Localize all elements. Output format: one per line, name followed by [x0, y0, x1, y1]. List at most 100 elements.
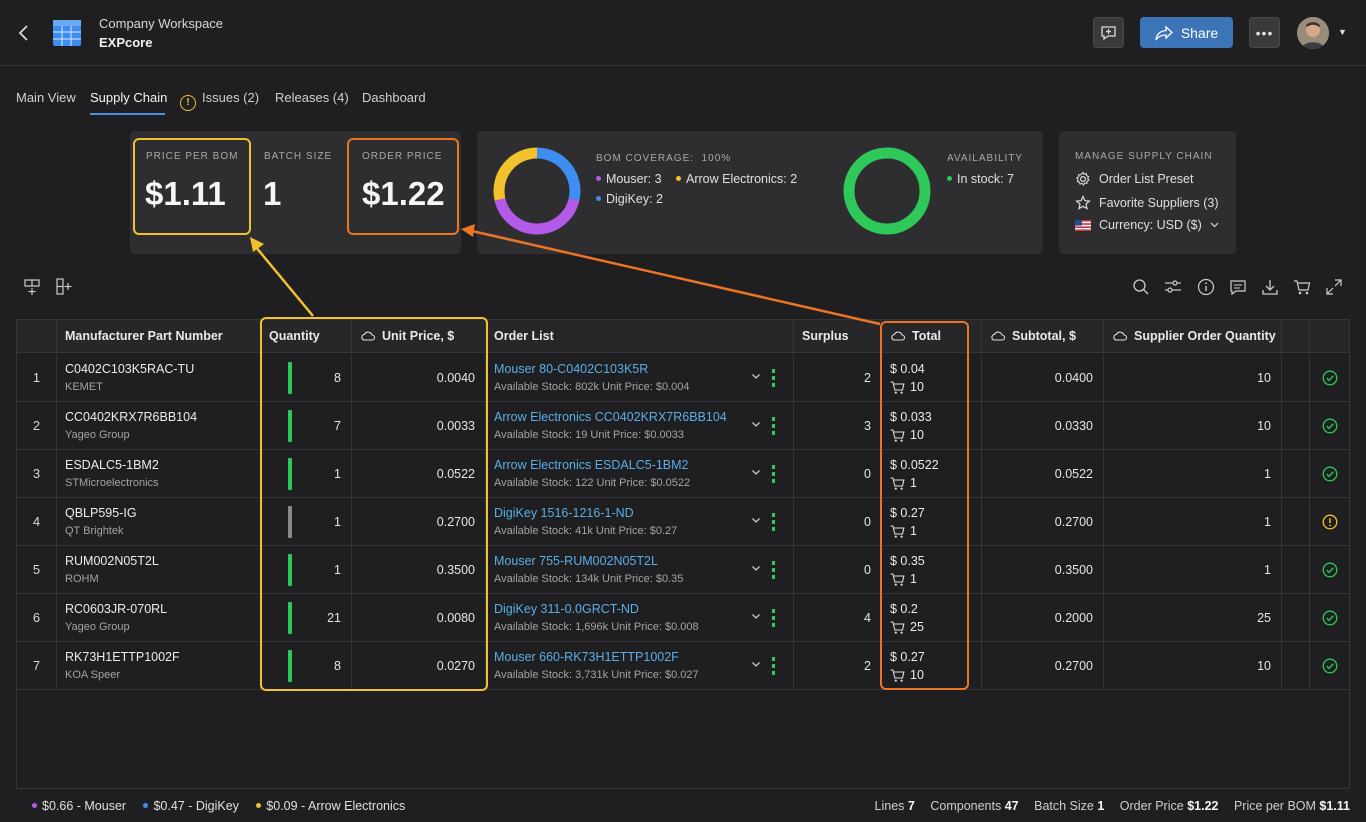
row-number[interactable]: 6 — [17, 594, 57, 641]
order-list-cell[interactable]: Mouser 755-RUM002N05T2L Available Stock: … — [486, 546, 794, 593]
order-list-cell[interactable]: Mouser 660-RK73H1ETTP1002F Available Stoc… — [486, 642, 794, 689]
tab-issues[interactable]: ! Issues (2) — [180, 90, 259, 111]
chevron-down-icon[interactable] — [751, 467, 761, 477]
supplier-options-kebab-icon[interactable] — [772, 465, 775, 483]
check-circle-icon[interactable] — [1322, 658, 1338, 674]
unit-price-cell[interactable]: 0.0080 — [352, 594, 486, 641]
total-cell[interactable]: $ 0.27 1 — [882, 498, 982, 545]
batch-size-value[interactable]: 1 — [263, 175, 282, 212]
quantity-cell[interactable]: 8 — [261, 354, 352, 401]
insert-column-icon[interactable] — [55, 278, 73, 296]
info-icon[interactable] — [1197, 278, 1215, 296]
order-list-cell[interactable]: Arrow Electronics CC0402KRX7R6BB104 Avail… — [486, 402, 794, 449]
unit-price-cell[interactable]: 0.0270 — [352, 642, 486, 689]
check-circle-icon[interactable] — [1322, 562, 1338, 578]
table-row[interactable]: 6 RC0603JR-070RL Yageo Group 21 0.0080 DigiKe… — [17, 594, 1349, 642]
row-number[interactable]: 1 — [17, 354, 57, 401]
surplus-cell[interactable]: 4 — [794, 594, 882, 641]
check-circle-icon[interactable] — [1322, 610, 1338, 626]
quantity-cell[interactable]: 7 — [261, 402, 352, 449]
status-cell[interactable] — [1310, 402, 1349, 449]
table-row[interactable]: 2 CC0402KRX7R6BB104 Yageo Group 7 0.0033 Arro… — [17, 402, 1349, 450]
order-list-cell[interactable]: Mouser 80-C0402C103K5R Available Stock: 8… — [486, 354, 794, 401]
row-number[interactable]: 2 — [17, 402, 57, 449]
share-button[interactable]: Share — [1140, 17, 1233, 48]
insert-row-icon[interactable] — [24, 278, 42, 296]
row-number[interactable]: 3 — [17, 450, 57, 497]
favorite-suppliers-link[interactable]: Favorite Suppliers (3) — [1075, 195, 1219, 211]
surplus-cell[interactable]: 2 — [794, 642, 882, 689]
surplus-cell[interactable]: 2 — [794, 354, 882, 401]
table-row[interactable]: 4 QBLP595-IG QT Brightek 1 0.2700 DigiKey 151… — [17, 498, 1349, 546]
table-row[interactable]: 1 C0402C103K5RAC-TU KEMET 8 0.0040 Mouser 80-… — [17, 354, 1349, 402]
status-cell[interactable] — [1310, 642, 1349, 689]
row-number[interactable]: 7 — [17, 642, 57, 689]
supplier-order-qty-cell[interactable]: 10 — [1104, 642, 1282, 689]
project-name[interactable]: EXPcore — [99, 35, 153, 50]
supplier-options-kebab-icon[interactable] — [772, 417, 775, 435]
col-header-part-number[interactable]: Manufacturer Part Number — [57, 320, 261, 353]
chevron-down-icon[interactable] — [751, 371, 761, 381]
chevron-down-icon[interactable] — [751, 419, 761, 429]
supplier-part-link[interactable]: Arrow Electronics ESDALC5-1BM2 — [494, 458, 689, 472]
surplus-cell[interactable]: 0 — [794, 498, 882, 545]
subtotal-cell[interactable]: 0.0330 — [982, 402, 1104, 449]
status-cell[interactable] — [1310, 498, 1349, 545]
unit-price-cell[interactable]: 0.0522 — [352, 450, 486, 497]
user-avatar[interactable] — [1297, 17, 1329, 49]
check-circle-icon[interactable] — [1322, 466, 1338, 482]
total-cell[interactable]: $ 0.27 10 — [882, 642, 982, 689]
col-header-surplus[interactable]: Surplus — [794, 320, 882, 353]
status-cell[interactable] — [1310, 594, 1349, 641]
part-number-cell[interactable]: CC0402KRX7R6BB104 Yageo Group — [57, 402, 292, 449]
subtotal-cell[interactable]: 0.2700 — [982, 498, 1104, 545]
subtotal-cell[interactable]: 0.3500 — [982, 546, 1104, 593]
supplier-order-qty-cell[interactable]: 25 — [1104, 594, 1282, 641]
supplier-order-qty-cell[interactable]: 1 — [1104, 498, 1282, 545]
search-icon[interactable] — [1132, 278, 1150, 296]
download-icon[interactable] — [1261, 278, 1279, 296]
col-header-subtotal[interactable]: Subtotal, $ — [982, 320, 1104, 353]
order-list-cell[interactable]: DigiKey 311-0.0GRCT-ND Available Stock: 1… — [486, 594, 794, 641]
total-cell[interactable]: $ 0.04 10 — [882, 354, 982, 401]
supplier-options-kebab-icon[interactable] — [772, 609, 775, 627]
filter-sliders-icon[interactable] — [1164, 278, 1182, 296]
status-cell[interactable] — [1310, 450, 1349, 497]
col-header-supplier-order-qty[interactable]: Supplier Order Quantity — [1104, 320, 1282, 353]
supplier-order-qty-cell[interactable]: 10 — [1104, 402, 1282, 449]
check-circle-icon[interactable] — [1322, 418, 1338, 434]
warning-status-icon[interactable] — [1322, 514, 1338, 530]
surplus-cell[interactable]: 0 — [794, 546, 882, 593]
tab-supply-chain[interactable]: Supply Chain — [90, 90, 168, 105]
chevron-down-icon[interactable] — [751, 563, 761, 573]
quantity-cell[interactable]: 8 — [261, 642, 352, 689]
total-cell[interactable]: $ 0.35 1 — [882, 546, 982, 593]
supplier-part-link[interactable]: Mouser 755-RUM002N05T2L — [494, 554, 658, 568]
supplier-order-qty-cell[interactable]: 1 — [1104, 450, 1282, 497]
supplier-options-kebab-icon[interactable] — [772, 369, 775, 387]
subtotal-cell[interactable]: 0.0400 — [982, 354, 1104, 401]
expand-icon[interactable] — [1325, 278, 1343, 296]
unit-price-cell[interactable]: 0.0033 — [352, 402, 486, 449]
part-number-cell[interactable]: RK73H1ETTP1002F KOA Speer — [57, 642, 292, 689]
subtotal-cell[interactable]: 0.2700 — [982, 642, 1104, 689]
order-list-cell[interactable]: Arrow Electronics ESDALC5-1BM2 Available … — [486, 450, 794, 497]
part-number-cell[interactable]: RC0603JR-070RL Yageo Group — [57, 594, 292, 641]
order-list-preset-link[interactable]: Order List Preset — [1075, 171, 1193, 187]
comments-icon[interactable] — [1229, 278, 1247, 296]
surplus-cell[interactable]: 0 — [794, 450, 882, 497]
unit-price-cell[interactable]: 0.0040 — [352, 354, 486, 401]
part-number-cell[interactable]: C0402C103K5RAC-TU KEMET — [57, 354, 292, 401]
add-comment-button[interactable] — [1093, 17, 1124, 48]
supplier-order-qty-cell[interactable]: 10 — [1104, 354, 1282, 401]
supplier-part-link[interactable]: Mouser 80-C0402C103K5R — [494, 362, 649, 376]
col-header-quantity[interactable]: Quantity — [261, 320, 352, 353]
order-list-cell[interactable]: DigiKey 1516-1216-1-ND Available Stock: 4… — [486, 498, 794, 545]
total-cell[interactable]: $ 0.0522 1 — [882, 450, 982, 497]
tab-dashboard[interactable]: Dashboard — [362, 90, 426, 105]
quantity-cell[interactable]: 21 — [261, 594, 352, 641]
supplier-options-kebab-icon[interactable] — [772, 657, 775, 675]
status-cell[interactable] — [1310, 546, 1349, 593]
cart-icon[interactable] — [1293, 278, 1311, 296]
currency-selector[interactable]: Currency: USD ($) — [1075, 218, 1219, 232]
